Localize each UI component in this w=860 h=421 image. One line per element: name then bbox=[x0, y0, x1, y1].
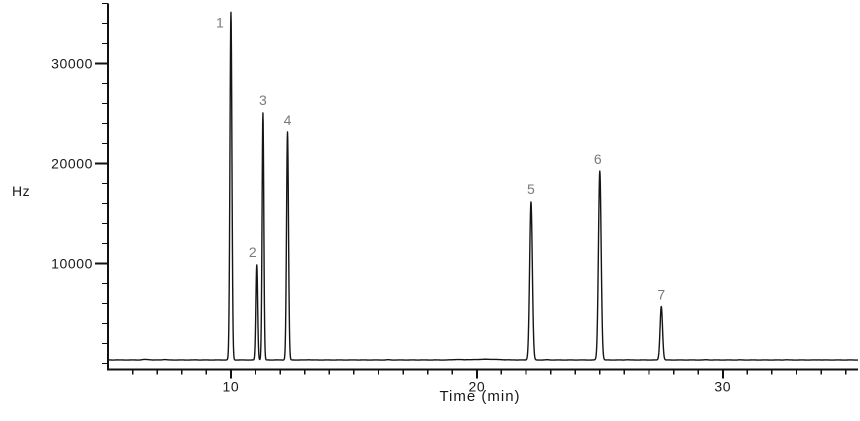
y-axis-title: Hz bbox=[12, 183, 31, 199]
peak-label-2: 2 bbox=[249, 244, 257, 260]
x-tick-label: 30 bbox=[714, 379, 731, 395]
y-tick-label: 20000 bbox=[51, 156, 93, 172]
peak-label-7: 7 bbox=[657, 287, 665, 303]
chromatogram-trace bbox=[107, 11, 859, 361]
x-tick-label: 20 bbox=[468, 379, 485, 395]
x-axis-title: Time (min) bbox=[439, 388, 521, 405]
peak-label-6: 6 bbox=[594, 151, 602, 167]
y-tick-label: 10000 bbox=[51, 256, 93, 272]
peak-label-1: 1 bbox=[216, 15, 224, 31]
y-tick-label: 30000 bbox=[51, 56, 93, 72]
peak-label-3: 3 bbox=[259, 92, 267, 108]
x-tick-label: 10 bbox=[223, 379, 240, 395]
peak-label-4: 4 bbox=[284, 112, 292, 128]
peak-label-5: 5 bbox=[527, 181, 535, 197]
